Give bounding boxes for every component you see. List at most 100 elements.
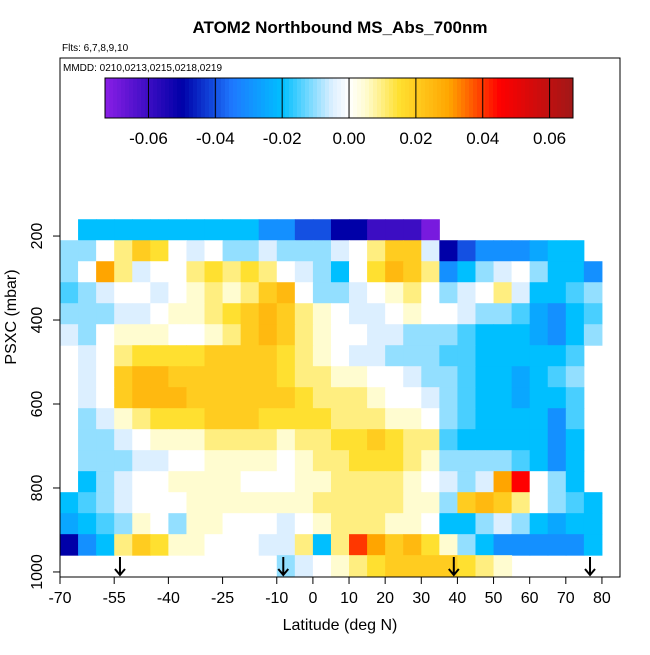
colorbar-segment — [429, 78, 434, 118]
heat-cell — [258, 366, 278, 388]
colorbar-segment — [453, 78, 458, 118]
heat-cell — [457, 261, 476, 283]
heat-cell — [547, 345, 567, 367]
heat-cell — [403, 429, 422, 451]
heat-cell — [294, 471, 314, 493]
heat-cell — [222, 387, 242, 409]
heat-cell — [240, 408, 260, 430]
colorbar-segment — [425, 78, 430, 118]
heat-cell — [276, 492, 296, 514]
heat-cell — [330, 429, 350, 451]
heat-cell — [240, 219, 260, 241]
heat-cell — [96, 471, 115, 493]
heat-cell — [367, 240, 386, 262]
heat-cell — [349, 240, 368, 262]
heat-cell — [258, 324, 278, 346]
heat-cell — [493, 324, 513, 346]
heat-cell — [367, 429, 386, 451]
colorbar-segment — [325, 78, 330, 118]
heat-cell — [204, 429, 224, 451]
heat-cell — [493, 450, 513, 472]
heat-cell — [78, 345, 97, 367]
heat-cell — [258, 261, 278, 283]
x-axis-label: Latitude (deg N) — [283, 617, 398, 634]
heat-cell — [529, 408, 549, 430]
heat-cell — [276, 345, 296, 367]
heat-cell — [204, 471, 224, 493]
heat-cell — [168, 261, 187, 283]
heat-cell — [493, 282, 513, 304]
heat-cell — [421, 345, 440, 367]
heat-cell — [312, 282, 332, 304]
heat-cell — [150, 429, 169, 451]
heat-cell — [349, 492, 368, 514]
heat-cell — [312, 408, 332, 430]
heat-cell — [529, 282, 549, 304]
heat-cell — [439, 513, 458, 535]
annotation: MMDD: 0210,0213,0215,0218,0219 — [63, 63, 222, 74]
x-tick-label: -70 — [48, 590, 71, 607]
flight-marker — [448, 557, 460, 577]
heat-cell — [367, 282, 386, 304]
heat-cell — [204, 219, 224, 241]
heat-cell — [276, 240, 296, 262]
heat-cell — [421, 366, 440, 388]
colorbar-segment — [561, 78, 566, 118]
colorbar-segment — [241, 78, 246, 118]
heat-cell — [547, 282, 567, 304]
x-tick-label: 60 — [521, 590, 539, 607]
heat-cell — [547, 513, 567, 535]
heat-cell — [222, 450, 242, 472]
heat-cell — [475, 282, 495, 304]
heat-cell — [168, 303, 187, 325]
heat-cell — [421, 429, 440, 451]
heat-cell — [565, 534, 585, 556]
x-tick-label: 20 — [376, 590, 394, 607]
colorbar-segment — [565, 78, 570, 118]
heat-cell — [385, 324, 404, 346]
heat-cell — [276, 324, 296, 346]
heat-cell — [529, 345, 549, 367]
heat-cell — [276, 513, 296, 535]
colorbar-segment — [469, 78, 474, 118]
colorbar-segment — [261, 78, 266, 118]
heat-cell — [114, 261, 133, 283]
heat-cell — [439, 450, 458, 472]
x-tick-label: 10 — [340, 590, 358, 607]
heat-cell — [421, 387, 440, 409]
heat-cell — [276, 450, 296, 472]
colorbar-tick-label: -0.04 — [196, 129, 235, 148]
heat-cell — [565, 408, 585, 430]
heat-cell — [240, 513, 260, 535]
colorbar-segment — [545, 78, 550, 118]
heat-cell — [385, 408, 404, 430]
heat-cell — [457, 534, 476, 556]
heat-cell — [222, 261, 242, 283]
heat-cell — [421, 471, 440, 493]
heat-cell — [565, 282, 585, 304]
heat-cell — [330, 261, 350, 283]
heat-cell — [330, 492, 350, 514]
heat-cell — [565, 240, 585, 262]
heat-cell — [132, 303, 151, 325]
heat-cell — [529, 450, 549, 472]
heat-cell — [60, 303, 79, 325]
colorbar-segment — [133, 78, 138, 118]
heat-cell — [204, 240, 224, 262]
heat-cell — [475, 429, 495, 451]
heat-cell — [511, 324, 531, 346]
colorbar-segment — [477, 78, 482, 118]
heat-cell — [312, 450, 332, 472]
heat-cell — [96, 219, 115, 241]
heat-cell — [186, 450, 206, 472]
colorbar-segment — [281, 78, 286, 118]
x-tick-label: 40 — [449, 590, 467, 607]
heat-cell — [312, 492, 332, 514]
heat-cell — [475, 408, 495, 430]
heat-cell — [168, 366, 187, 388]
heat-cell — [385, 240, 404, 262]
colorbar-segment — [309, 78, 314, 118]
heat-cell — [294, 429, 314, 451]
heat-cell — [132, 450, 151, 472]
heat-cell — [276, 471, 296, 493]
